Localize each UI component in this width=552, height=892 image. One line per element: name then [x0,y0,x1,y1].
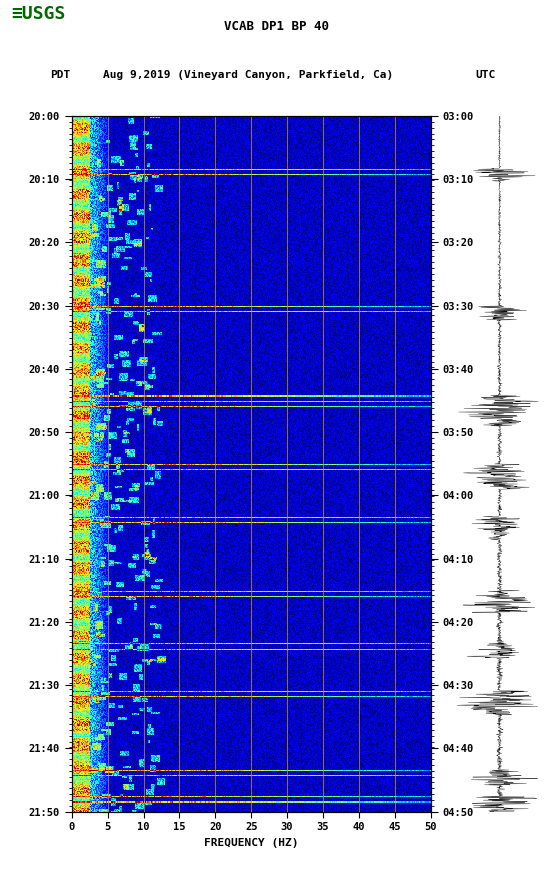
Text: ≡USGS: ≡USGS [11,5,66,23]
Text: UTC: UTC [476,70,496,80]
Text: Aug 9,2019 (Vineyard Canyon, Parkfield, Ca): Aug 9,2019 (Vineyard Canyon, Parkfield, … [103,70,394,80]
Text: PDT: PDT [50,70,70,80]
Text: VCAB DP1 BP 40: VCAB DP1 BP 40 [224,21,328,33]
X-axis label: FREQUENCY (HZ): FREQUENCY (HZ) [204,838,299,847]
